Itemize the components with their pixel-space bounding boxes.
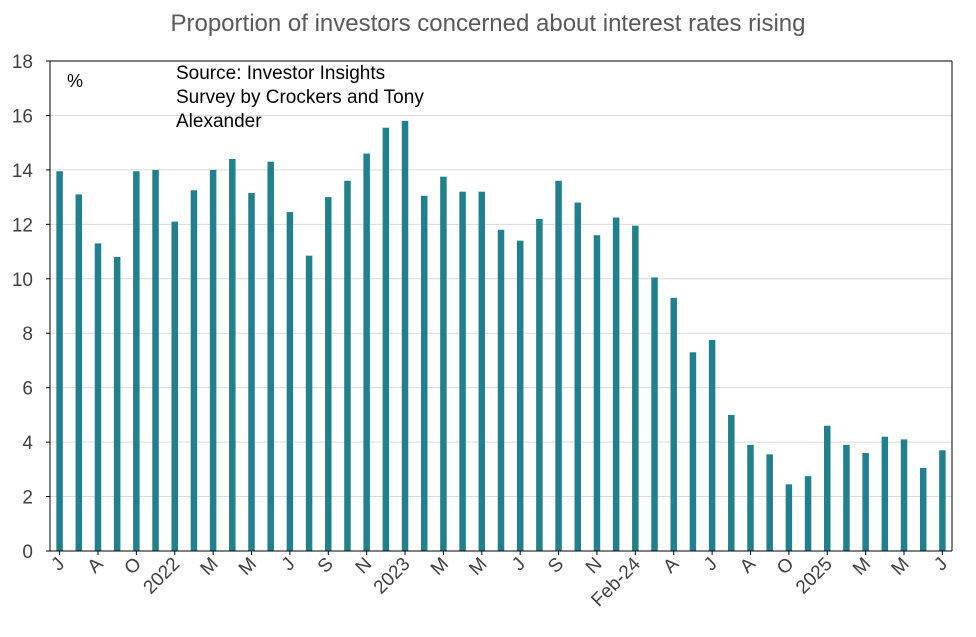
y-tick-label: 16 bbox=[12, 106, 33, 127]
bar bbox=[209, 169, 217, 551]
bar bbox=[440, 176, 447, 551]
x-tick-label: M bbox=[849, 554, 875, 580]
bar bbox=[133, 171, 140, 551]
x-tick-label: A bbox=[736, 553, 760, 577]
y-axis-tick-labels: 0 2 4 6 8 10 12 14 16 18 bbox=[12, 52, 34, 563]
source-annotation: Source: Investor Insights Survey by Crock… bbox=[176, 63, 424, 132]
x-tick-label: M bbox=[465, 554, 491, 580]
bar bbox=[747, 444, 754, 551]
bar bbox=[824, 425, 831, 551]
y-tick-label: 8 bbox=[22, 324, 33, 345]
bar bbox=[325, 197, 332, 551]
x-tick-label: S bbox=[544, 554, 568, 578]
y-tick-label: 18 bbox=[12, 52, 33, 73]
source-annotation-line: Source: Investor Insights bbox=[176, 63, 385, 84]
bar bbox=[190, 190, 198, 552]
bar bbox=[804, 476, 812, 551]
x-tick-label: J bbox=[48, 554, 70, 576]
x-tick-label: J bbox=[700, 554, 722, 576]
bar bbox=[459, 191, 466, 551]
x-tick-label: O bbox=[121, 554, 146, 579]
bar bbox=[881, 436, 889, 551]
axes bbox=[46, 60, 953, 555]
bar bbox=[900, 439, 908, 551]
bar bbox=[651, 277, 658, 551]
bar bbox=[152, 169, 159, 551]
bar bbox=[689, 352, 697, 551]
bar bbox=[344, 180, 351, 551]
bar bbox=[862, 453, 869, 551]
x-tick-label: 2025 bbox=[792, 554, 837, 599]
bar bbox=[632, 225, 639, 551]
bar bbox=[919, 467, 927, 551]
x-tick-label: S bbox=[314, 554, 338, 578]
bar bbox=[267, 161, 274, 551]
bar bbox=[420, 195, 428, 551]
x-tick-label: 2022 bbox=[140, 554, 185, 599]
source-annotation-line: Survey by Crockers and Tony bbox=[176, 87, 424, 108]
y-tick-label: 0 bbox=[22, 542, 33, 563]
bar bbox=[612, 217, 620, 551]
bar bbox=[708, 340, 716, 551]
bar bbox=[382, 127, 390, 551]
source-annotation-line: Alexander bbox=[176, 111, 262, 132]
bar bbox=[670, 297, 677, 551]
y-tick-label: 6 bbox=[22, 379, 33, 400]
bar bbox=[516, 240, 524, 551]
x-tick-label: M bbox=[427, 554, 453, 580]
bar bbox=[939, 450, 946, 551]
x-tick-label: M bbox=[197, 554, 223, 580]
bar bbox=[766, 454, 773, 551]
y-tick-label: 10 bbox=[12, 270, 33, 291]
x-tick-label: J bbox=[508, 554, 530, 576]
bar bbox=[401, 120, 409, 551]
bar bbox=[536, 218, 543, 551]
bar bbox=[94, 243, 102, 551]
x-tick-label: J bbox=[278, 554, 300, 576]
x-tick-label: N bbox=[352, 554, 377, 579]
bar bbox=[229, 159, 236, 551]
bar bbox=[728, 414, 735, 551]
bar bbox=[593, 235, 601, 551]
bar-series bbox=[56, 120, 946, 552]
y-tick-label: 4 bbox=[22, 433, 33, 454]
bar bbox=[75, 194, 83, 551]
chart-title: Proportion of investors concerned about … bbox=[170, 10, 806, 37]
y-tick-label: 14 bbox=[12, 161, 34, 182]
bar bbox=[785, 484, 793, 551]
x-tick-label: A bbox=[84, 553, 108, 577]
bar bbox=[843, 444, 850, 551]
bar bbox=[56, 171, 63, 551]
unit-label: % bbox=[67, 71, 83, 91]
y-tick-label: 2 bbox=[22, 488, 33, 509]
x-tick-label: 2023 bbox=[370, 554, 415, 599]
bar bbox=[574, 202, 582, 552]
bar bbox=[305, 255, 313, 551]
bar bbox=[286, 212, 294, 552]
x-tick-label: M bbox=[888, 554, 914, 580]
y-tick-label: 12 bbox=[12, 215, 33, 236]
x-tick-label: M bbox=[235, 554, 261, 580]
bar bbox=[478, 191, 486, 551]
x-tick-label: O bbox=[773, 554, 798, 579]
bar bbox=[113, 257, 121, 551]
x-tick-label: A bbox=[659, 553, 683, 577]
bar bbox=[497, 229, 505, 551]
x-tick-label: N bbox=[582, 554, 607, 579]
bar bbox=[555, 180, 562, 551]
bar bbox=[171, 221, 178, 551]
bar bbox=[363, 153, 370, 552]
x-tick-label: J bbox=[930, 554, 952, 576]
bar bbox=[248, 193, 255, 551]
